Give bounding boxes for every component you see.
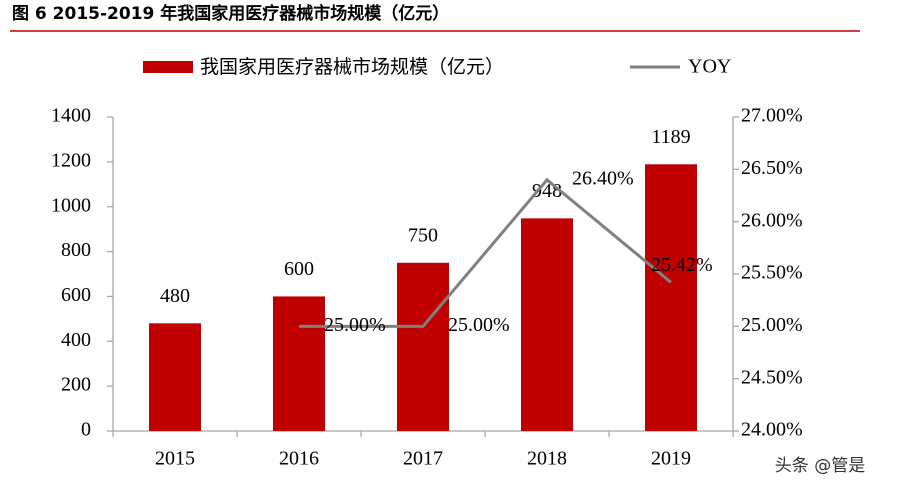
bar	[273, 296, 325, 431]
y2-tick-label: 26.50%	[741, 157, 803, 179]
y2-tick-label: 26.00%	[741, 209, 803, 231]
bar	[645, 164, 697, 431]
bar	[397, 262, 449, 431]
y-tick-label: 600	[61, 284, 91, 306]
y-tick-label: 800	[61, 239, 91, 261]
y-tick-label: 400	[61, 329, 91, 351]
legend-label: 我国家用医疗器械市场规模（亿元）	[200, 56, 504, 78]
line-value-label: 25.42%	[651, 254, 713, 276]
line-value-label: 25.00%	[324, 314, 386, 336]
x-tick-label: 2018	[527, 448, 567, 470]
bar-value-label: 750	[408, 224, 438, 246]
yoy-line	[299, 177, 672, 328]
x-tick-label: 2017	[403, 448, 443, 470]
y-tick-label: 1400	[51, 105, 91, 127]
legend-swatch	[143, 61, 193, 73]
y2-tick-label: 24.00%	[741, 419, 803, 441]
line-value-label: 26.40%	[572, 167, 634, 189]
line-value-label: 25.00%	[448, 314, 510, 336]
bar-value-label: 1189	[651, 126, 690, 148]
legend-label: YOY	[688, 56, 731, 78]
y-tick-label: 1000	[51, 194, 91, 216]
x-tick-label: 2016	[279, 448, 319, 470]
y-tick-label: 1200	[51, 149, 91, 171]
x-tick-label: 2019	[651, 448, 691, 470]
y-tick-label: 200	[61, 374, 91, 396]
bar	[521, 218, 573, 431]
y2-tick-label: 25.50%	[741, 262, 803, 284]
y2-tick-label: 25.00%	[741, 314, 803, 336]
y2-tick-label: 27.00%	[741, 105, 803, 127]
bar-value-label: 480	[160, 285, 190, 307]
chart-title: 图 6 2015-2019 年我国家用医疗器械市场规模（亿元）	[12, 3, 449, 24]
y2-tick-label: 24.50%	[741, 366, 803, 388]
bar-value-label: 600	[284, 258, 314, 280]
watermark: 头条 @管是	[775, 456, 865, 476]
y-tick-label: 0	[81, 419, 91, 441]
x-tick-label: 2015	[155, 448, 195, 470]
bar	[149, 323, 201, 431]
